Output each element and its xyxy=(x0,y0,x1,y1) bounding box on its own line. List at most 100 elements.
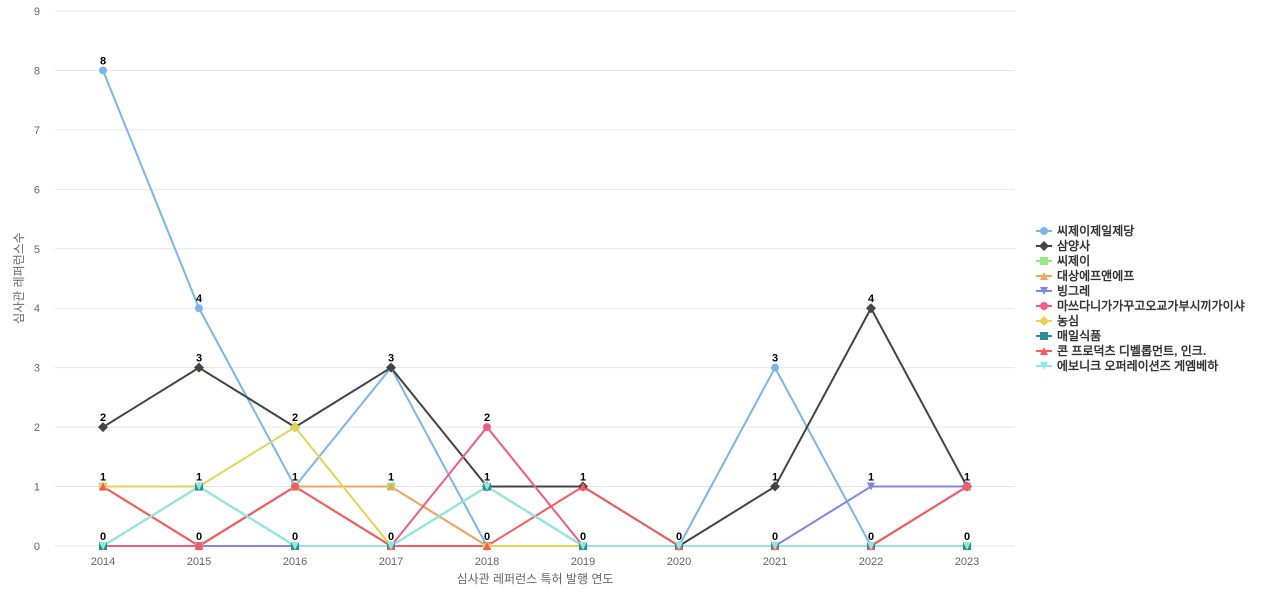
data-point xyxy=(99,542,107,550)
data-label: 1 xyxy=(196,472,202,484)
data-point xyxy=(483,482,491,491)
legend-label: 대상에프앤에프 xyxy=(1057,268,1134,283)
data-label: 0 xyxy=(868,531,874,543)
data-label: 2 xyxy=(292,412,298,424)
data-label: 2 xyxy=(100,412,106,424)
y-tick-label: 3 xyxy=(34,363,40,375)
legend-item[interactable]: 빙그레 xyxy=(1036,283,1090,298)
data-point xyxy=(867,542,875,550)
legend-label: 마쓰다니가가꾸고오교가부시끼가이샤 xyxy=(1057,298,1245,313)
data-point xyxy=(963,542,971,550)
legend-label: 콘 프로덕츠 디벨롭먼트, 인크. xyxy=(1057,343,1206,358)
legend-label: 씨제이제일제당 xyxy=(1057,223,1134,238)
data-label: 0 xyxy=(964,531,970,543)
data-label: 0 xyxy=(196,531,202,543)
data-point xyxy=(867,482,875,491)
series-line-10 xyxy=(102,485,968,547)
data-point xyxy=(771,363,779,372)
legend-item[interactable]: 콘 프로덕츠 디벨롭먼트, 인크. xyxy=(1036,343,1206,358)
data-point xyxy=(195,482,203,491)
data-point xyxy=(483,423,491,432)
legend-marker xyxy=(1040,332,1048,340)
y-tick-label: 5 xyxy=(34,244,40,256)
legend-item[interactable]: 매일식품 xyxy=(1036,328,1101,343)
legend-marker xyxy=(1039,316,1049,326)
x-tick-label: 2016 xyxy=(283,556,307,568)
data-point xyxy=(579,482,587,491)
legend-marker xyxy=(1040,302,1048,310)
data-point xyxy=(387,482,395,491)
y-tick-label: 6 xyxy=(34,184,40,196)
legend-marker xyxy=(1040,257,1048,265)
y-tick-label: 2 xyxy=(34,422,40,434)
data-label: 1 xyxy=(388,472,394,484)
data-point xyxy=(579,542,587,550)
y-tick-label: 9 xyxy=(34,6,40,18)
y-tick-label: 1 xyxy=(34,482,40,494)
data-label: 3 xyxy=(196,353,202,365)
legend-label: 씨제이 xyxy=(1057,253,1090,268)
data-label: 0 xyxy=(100,531,106,543)
data-point xyxy=(195,542,203,550)
data-point xyxy=(194,362,204,373)
data-label: 0 xyxy=(676,531,682,543)
legend-marker xyxy=(1040,347,1048,355)
data-labels: 8 2 1 0 4 3 1 0 2 1 0 3 1 0 2 1 0 1 0 0 3 1 0 4 1 0 1 0 xyxy=(100,55,970,543)
legend-label: 농심 xyxy=(1057,313,1079,328)
legend-marker xyxy=(1040,272,1048,280)
legend-marker xyxy=(1040,362,1048,370)
legend-item[interactable]: 마쓰다니가가꾸고오교가부시끼가이샤 xyxy=(1036,298,1245,313)
grid-lines xyxy=(55,10,1015,547)
series-lines xyxy=(102,69,968,547)
data-label: 1 xyxy=(292,472,298,484)
data-point xyxy=(291,542,299,550)
data-point xyxy=(387,542,395,550)
series-markers xyxy=(98,66,972,551)
legend-item[interactable]: 씨제이제일제당 xyxy=(1036,223,1134,238)
legend-label: 삼양사 xyxy=(1057,238,1090,253)
legend-marker xyxy=(1040,287,1048,295)
legend-label: 매일식품 xyxy=(1057,328,1101,343)
data-label: 0 xyxy=(772,531,778,543)
legend[interactable]: 씨제이제일제당삼양사씨제이대상에프앤에프빙그레마쓰다니가가꾸고오교가부시끼가이샤… xyxy=(1036,223,1245,373)
data-label: 4 xyxy=(196,293,203,305)
data-point xyxy=(866,303,876,314)
legend-item[interactable]: 농심 xyxy=(1036,313,1079,328)
x-tick-label: 2019 xyxy=(571,556,595,568)
data-point xyxy=(99,66,107,75)
data-label: 1 xyxy=(868,472,874,484)
x-tick-label: 2015 xyxy=(187,556,211,568)
data-point xyxy=(675,542,683,550)
legend-marker xyxy=(1040,227,1048,235)
data-label: 1 xyxy=(484,472,490,484)
x-tick-label: 2018 xyxy=(475,556,499,568)
legend-label: 빙그레 xyxy=(1057,283,1090,298)
data-label: 8 xyxy=(100,55,106,67)
y-tick-label: 7 xyxy=(34,125,40,137)
data-label: 2 xyxy=(484,412,490,424)
data-label: 0 xyxy=(580,531,586,543)
data-label: 0 xyxy=(484,531,490,543)
legend-item[interactable]: 대상에프앤에프 xyxy=(1036,268,1134,283)
legend-label: 에보니크 오퍼레이션즈 게엠베하 xyxy=(1057,358,1218,373)
legend-item[interactable]: 에보니크 오퍼레이션즈 게엠베하 xyxy=(1036,358,1218,373)
data-point xyxy=(771,542,779,550)
data-label: 4 xyxy=(868,293,875,305)
legend-item[interactable]: 씨제이 xyxy=(1036,253,1090,268)
data-label: 0 xyxy=(292,531,298,543)
data-label: 3 xyxy=(388,353,394,365)
data-label: 1 xyxy=(100,472,106,484)
x-axis-title: 심사관 레퍼런스 특허 발행 연도 xyxy=(457,571,614,586)
x-tick-label: 2021 xyxy=(763,556,787,568)
legend-item[interactable]: 삼양사 xyxy=(1036,238,1090,253)
x-tick-label: 2017 xyxy=(379,556,403,568)
data-point xyxy=(291,482,299,491)
data-label: 1 xyxy=(964,472,970,484)
y-tick-label: 4 xyxy=(34,303,40,315)
data-label: 1 xyxy=(772,472,778,484)
x-tick-label: 2020 xyxy=(667,556,691,568)
y-axis-title: 심사관 레퍼런스수 xyxy=(12,232,26,324)
data-point xyxy=(963,482,971,491)
